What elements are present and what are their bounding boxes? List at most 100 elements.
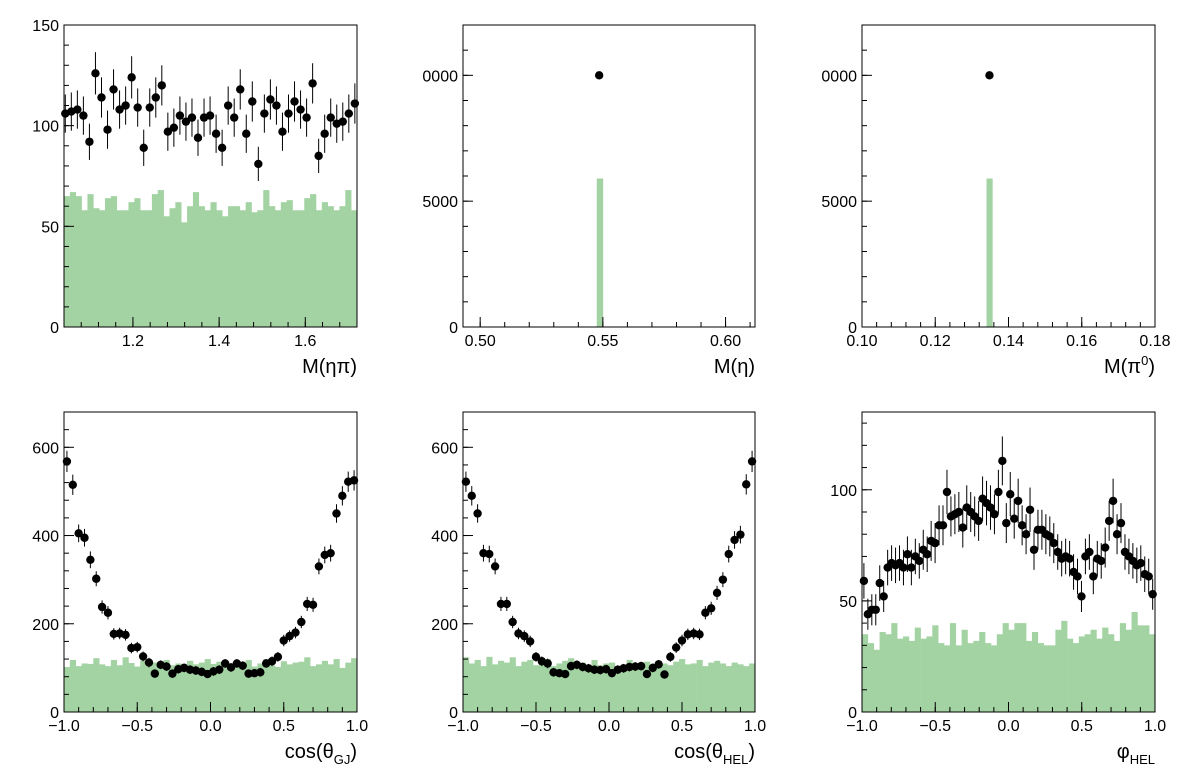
- y-tick-label: 50: [41, 219, 59, 236]
- mc-bar: [1020, 623, 1027, 712]
- data-point: [875, 578, 884, 588]
- mc-bar: [204, 210, 211, 327]
- y-tick-label: 5000: [422, 194, 458, 211]
- mc-bar: [498, 660, 505, 712]
- mc-bar: [1149, 634, 1156, 712]
- data-point: [211, 129, 221, 138]
- mc-bar: [222, 216, 229, 327]
- mc-bar: [944, 645, 951, 712]
- data-point: [332, 509, 341, 518]
- mc-bar: [509, 657, 516, 712]
- data-point: [974, 516, 983, 526]
- y-tick-label: 100: [32, 119, 59, 136]
- data-point: [85, 137, 94, 146]
- mc-bar: [521, 661, 528, 712]
- mc-bar: [949, 623, 957, 712]
- mc-bar: [609, 662, 616, 712]
- x-tick-label: −1.0: [846, 718, 878, 735]
- mc-bar: [339, 667, 346, 712]
- y-tick-label: 0: [848, 320, 857, 337]
- mc-bar: [333, 659, 340, 712]
- mc-bar: [463, 657, 470, 712]
- data-point: [242, 129, 251, 138]
- mc-bar: [725, 666, 732, 712]
- data-point: [525, 637, 535, 646]
- mc-bar: [257, 210, 264, 327]
- mc-bar: [351, 210, 358, 327]
- mc-bar: [468, 663, 475, 712]
- mc-bar: [961, 629, 968, 712]
- data-point: [215, 665, 224, 674]
- mc-bar: [1008, 629, 1015, 712]
- mc-bar: [75, 196, 82, 327]
- data-point: [350, 99, 360, 108]
- mc-bar: [304, 657, 311, 712]
- mc-bar: [550, 666, 557, 712]
- data-point: [103, 608, 113, 617]
- data-point: [169, 123, 179, 132]
- mc-bar: [690, 663, 697, 712]
- mc-bar: [1084, 634, 1091, 712]
- data-point: [1136, 558, 1145, 568]
- data-point: [1104, 516, 1114, 526]
- data-point: [273, 652, 283, 662]
- mc-bar: [626, 659, 633, 712]
- y-tick-label: 0: [50, 705, 59, 722]
- y-tick-label: 0000: [821, 68, 857, 85]
- mc-bar: [1125, 629, 1132, 712]
- data-point: [938, 521, 948, 530]
- data-point: [1100, 543, 1110, 552]
- data-point: [1112, 530, 1122, 539]
- mc-bar: [327, 664, 334, 712]
- mc-bar: [169, 208, 176, 327]
- mc-bar: [714, 660, 721, 712]
- data-point: [151, 93, 160, 102]
- data-point: [79, 111, 88, 120]
- mc-bar: [116, 210, 123, 327]
- mc-bar: [1143, 625, 1150, 712]
- data-point: [254, 159, 263, 169]
- x-tick-label: 0.55: [587, 333, 618, 350]
- data-point: [302, 113, 311, 122]
- data-point: [695, 630, 704, 639]
- data-point: [531, 652, 541, 662]
- mc-bar: [562, 660, 569, 712]
- mc-bar: [345, 190, 352, 327]
- mc-bar: [351, 658, 358, 712]
- data-point: [990, 510, 999, 519]
- data-point: [68, 480, 77, 489]
- mc-bar: [105, 666, 112, 712]
- x-tick-label: 0.5: [1071, 718, 1093, 735]
- x-tick-label: −0.5: [121, 718, 153, 735]
- mc-bar: [903, 636, 910, 712]
- mc-bar: [333, 210, 340, 327]
- mc-bar: [661, 663, 668, 712]
- data-point: [985, 71, 994, 80]
- y-tick-label: 5000: [821, 194, 857, 211]
- data-point: [871, 605, 880, 614]
- mc-bar: [908, 640, 916, 712]
- data-point: [217, 143, 227, 153]
- x-axis-title: cos(θHEL): [674, 741, 755, 767]
- mc-bar: [644, 661, 651, 712]
- data-point: [742, 480, 751, 489]
- mc-bar: [702, 666, 709, 712]
- y-tick-label: 0: [449, 320, 458, 337]
- data-point: [266, 95, 275, 104]
- mc-bar: [116, 665, 123, 712]
- data-point: [139, 143, 148, 153]
- mc-bar: [749, 663, 756, 712]
- mc-bar: [239, 664, 246, 712]
- data-point: [1013, 496, 1023, 506]
- mc-bar: [105, 198, 112, 327]
- data-point: [121, 101, 130, 110]
- mc-bar: [527, 659, 534, 712]
- data-point: [278, 127, 287, 136]
- mc-bar: [1014, 623, 1021, 712]
- data-point: [594, 71, 604, 80]
- mc-bar: [274, 667, 282, 712]
- data-point: [80, 533, 89, 542]
- data-point: [724, 549, 733, 559]
- mc-bar: [737, 664, 744, 712]
- mc-bar: [210, 663, 217, 712]
